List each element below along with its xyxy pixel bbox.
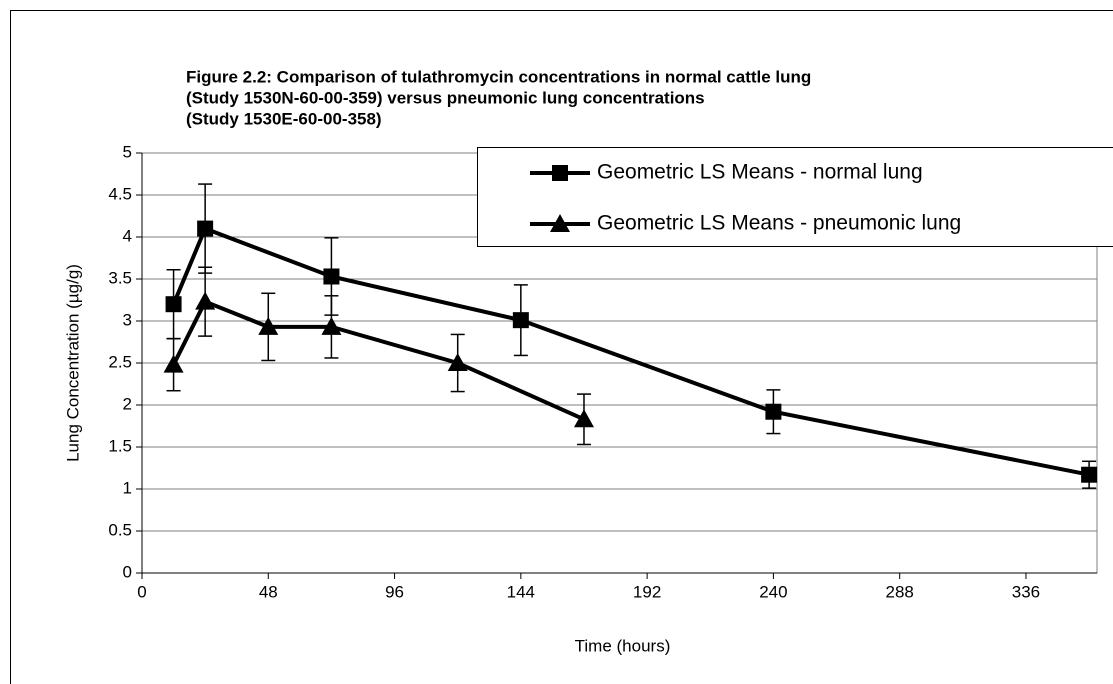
marker — [163, 354, 184, 373]
marker — [552, 165, 568, 181]
x-tick-label: 96 — [385, 582, 404, 601]
y-tick-label: 3.5 — [108, 268, 132, 287]
marker — [550, 214, 570, 232]
y-tick-label: 3 — [123, 310, 132, 329]
y-tick-label: 0.5 — [108, 520, 132, 539]
marker — [512, 312, 529, 329]
series-line — [171, 299, 585, 422]
marker — [165, 296, 182, 313]
marker — [195, 291, 216, 310]
marker — [197, 220, 214, 237]
chart-title: (Study 1530E-60-00-358) — [186, 109, 382, 128]
legend — [477, 147, 1113, 247]
x-tick-label: 144 — [507, 582, 535, 601]
chart-title: (Study 1530N-60-00-359) versus pneumonic… — [186, 88, 705, 107]
x-tick-label: 192 — [633, 582, 661, 601]
marker — [1081, 466, 1098, 483]
marker — [321, 316, 342, 335]
marker — [258, 316, 279, 335]
y-tick-label: 4 — [123, 226, 132, 245]
y-tick-label: 2 — [123, 394, 132, 413]
y-tick-label: 2.5 — [108, 352, 132, 371]
legend-label: Geometric LS Means - normal lung — [597, 161, 923, 184]
chart-title: Figure 2.2: Comparison of tulathromycin … — [186, 67, 811, 86]
marker — [447, 353, 468, 371]
y-tick-label: 5 — [123, 142, 132, 161]
y-tick-label: 4.5 — [108, 184, 132, 203]
series-line — [171, 226, 1090, 477]
x-tick-label: 0 — [137, 582, 146, 601]
marker — [323, 268, 340, 285]
x-tick-label: 240 — [759, 582, 787, 601]
y-tick-label: 0 — [123, 562, 132, 581]
legend-label: Geometric LS Means - pneumonic lung — [597, 212, 961, 235]
x-tick-label: 288 — [885, 582, 913, 601]
y-axis-label: Lung Concentration (µg/g) — [63, 264, 82, 462]
x-tick-label: 48 — [259, 582, 278, 601]
y-tick-label: 1.5 — [108, 436, 132, 455]
y-tick-label: 1 — [123, 478, 132, 497]
marker — [765, 403, 782, 420]
marker — [573, 409, 594, 428]
x-tick-label: 336 — [1012, 582, 1040, 601]
x-axis-label: Time (hours) — [575, 636, 671, 655]
